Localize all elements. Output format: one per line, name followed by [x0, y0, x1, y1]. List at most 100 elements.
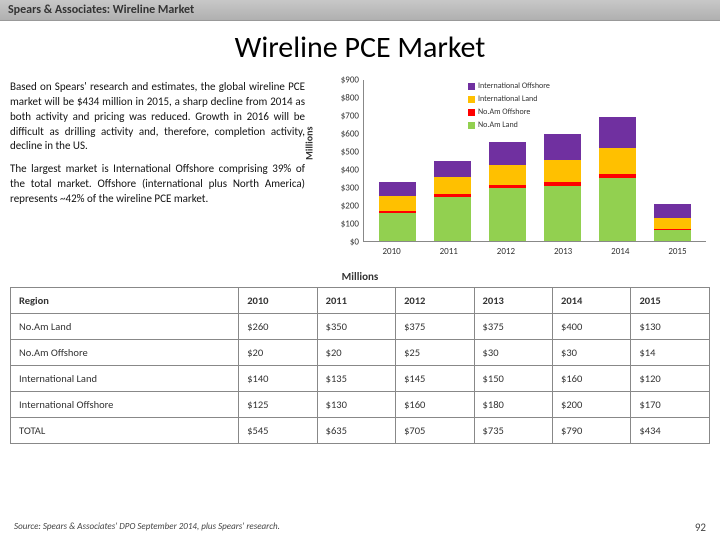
x-axis-label: 2012: [477, 244, 534, 260]
bar-slot: [590, 80, 645, 241]
x-axis-label: 2010: [363, 244, 420, 260]
value-cell: $160: [553, 366, 631, 392]
table-row: International Land$140$135$145$150$160$1…: [11, 366, 710, 392]
value-cell: $375: [474, 314, 552, 340]
value-cell: $705: [396, 418, 474, 444]
x-axis-label: 2015: [649, 244, 706, 260]
bar-segment: [434, 197, 471, 241]
stacked-bar: [379, 144, 416, 241]
x-axis-label: 2013: [535, 244, 592, 260]
legend-item: No.Am Offshore: [468, 106, 550, 118]
y-axis-label: Millions: [303, 127, 316, 160]
y-tick: $800: [341, 93, 359, 104]
legend-swatch: [468, 96, 475, 103]
page-number: 92: [695, 521, 706, 534]
value-cell: $160: [396, 392, 474, 418]
value-cell: $125: [239, 392, 317, 418]
stacked-bar: [434, 127, 471, 241]
legend-swatch: [468, 122, 475, 129]
table-caption: Millions: [0, 270, 720, 283]
value-cell: $140: [239, 366, 317, 392]
table-header-cell: Region: [11, 288, 239, 314]
table-header-cell: 2014: [553, 288, 631, 314]
x-axis-label: 2011: [420, 244, 477, 260]
y-tick: $400: [341, 165, 359, 176]
value-cell: $545: [239, 418, 317, 444]
bar-segment: [544, 134, 581, 160]
value-cell: $200: [553, 392, 631, 418]
table-header-cell: 2010: [239, 288, 317, 314]
bar-slot: [370, 80, 425, 241]
bar-segment: [544, 160, 581, 182]
table-row: International Offshore$125$130$160$180$2…: [11, 392, 710, 418]
legend-label: No.Am Land: [478, 119, 518, 131]
value-cell: $130: [631, 314, 710, 340]
bar-segment: [599, 117, 636, 148]
bar-segment: [379, 182, 416, 196]
value-cell: $400: [553, 314, 631, 340]
bar-segment: [489, 188, 526, 241]
bar-segment: [489, 165, 526, 185]
value-cell: $120: [631, 366, 710, 392]
value-cell: $635: [317, 418, 395, 444]
bar-segment: [434, 177, 471, 194]
y-tick: $900: [341, 75, 359, 86]
y-tick: $0: [350, 237, 359, 248]
x-axis-labels: 201020112012201320142015: [363, 244, 706, 260]
table-row: No.Am Offshore$20$20$25$30$30$14: [11, 340, 710, 366]
stacked-bar: [489, 115, 526, 241]
legend-swatch: [468, 83, 475, 90]
value-cell: $350: [317, 314, 395, 340]
value-cell: $260: [239, 314, 317, 340]
breadcrumb: Spears & Associates: Wireline Market: [0, 0, 720, 21]
bar-segment: [599, 148, 636, 173]
table-row: TOTAL$545$635$705$735$790$434: [11, 418, 710, 444]
value-cell: $790: [553, 418, 631, 444]
y-tick: $200: [341, 201, 359, 212]
value-cell: $135: [317, 366, 395, 392]
x-axis-label: 2014: [592, 244, 649, 260]
y-tick: $100: [341, 219, 359, 230]
y-tick: $700: [341, 111, 359, 122]
page-title: Wireline PCE Market: [0, 29, 720, 66]
row-label-cell: No.Am Offshore: [11, 340, 239, 366]
table-body: No.Am Land$260$350$375$375$400$130No.Am …: [11, 314, 710, 444]
value-cell: $30: [553, 340, 631, 366]
legend-label: International Offshore: [478, 80, 550, 92]
table-header-row: Region201020112012201320142015: [11, 288, 710, 314]
legend-label: No.Am Offshore: [478, 106, 530, 118]
legend-item: International Offshore: [468, 80, 550, 92]
legend-item: No.Am Land: [468, 119, 550, 131]
table-header-cell: 2013: [474, 288, 552, 314]
bar-segment: [654, 218, 691, 228]
description-p1: Based on Spears' research and estimates,…: [10, 80, 305, 154]
legend-swatch: [468, 109, 475, 116]
value-cell: $170: [631, 392, 710, 418]
table-header-cell: 2012: [396, 288, 474, 314]
bar-segment: [379, 196, 416, 211]
value-cell: $434: [631, 418, 710, 444]
value-cell: $145: [396, 366, 474, 392]
value-cell: $30: [474, 340, 552, 366]
value-cell: $150: [474, 366, 552, 392]
value-cell: $375: [396, 314, 474, 340]
chart-legend: International OffshoreInternational Land…: [468, 80, 550, 132]
table-header-cell: 2011: [317, 288, 395, 314]
row-label-cell: International Offshore: [11, 392, 239, 418]
bar-segment: [599, 178, 636, 241]
value-cell: $130: [317, 392, 395, 418]
plot-frame: International OffshoreInternational Land…: [363, 80, 706, 242]
legend-label: International Land: [478, 93, 537, 105]
legend-item: International Land: [468, 93, 550, 105]
stacked-bar: [599, 100, 636, 241]
row-label-cell: International Land: [11, 366, 239, 392]
bar-segment: [544, 186, 581, 241]
y-axis-ticks: $0$100$200$300$400$500$600$700$800$900: [327, 80, 361, 242]
data-table: Region201020112012201320142015 No.Am Lan…: [10, 287, 710, 444]
value-cell: $20: [239, 340, 317, 366]
stacked-bar: [654, 163, 691, 241]
value-cell: $180: [474, 392, 552, 418]
table-header-cell: 2015: [631, 288, 710, 314]
row-label-cell: No.Am Land: [11, 314, 239, 340]
bar-segment: [434, 161, 471, 177]
